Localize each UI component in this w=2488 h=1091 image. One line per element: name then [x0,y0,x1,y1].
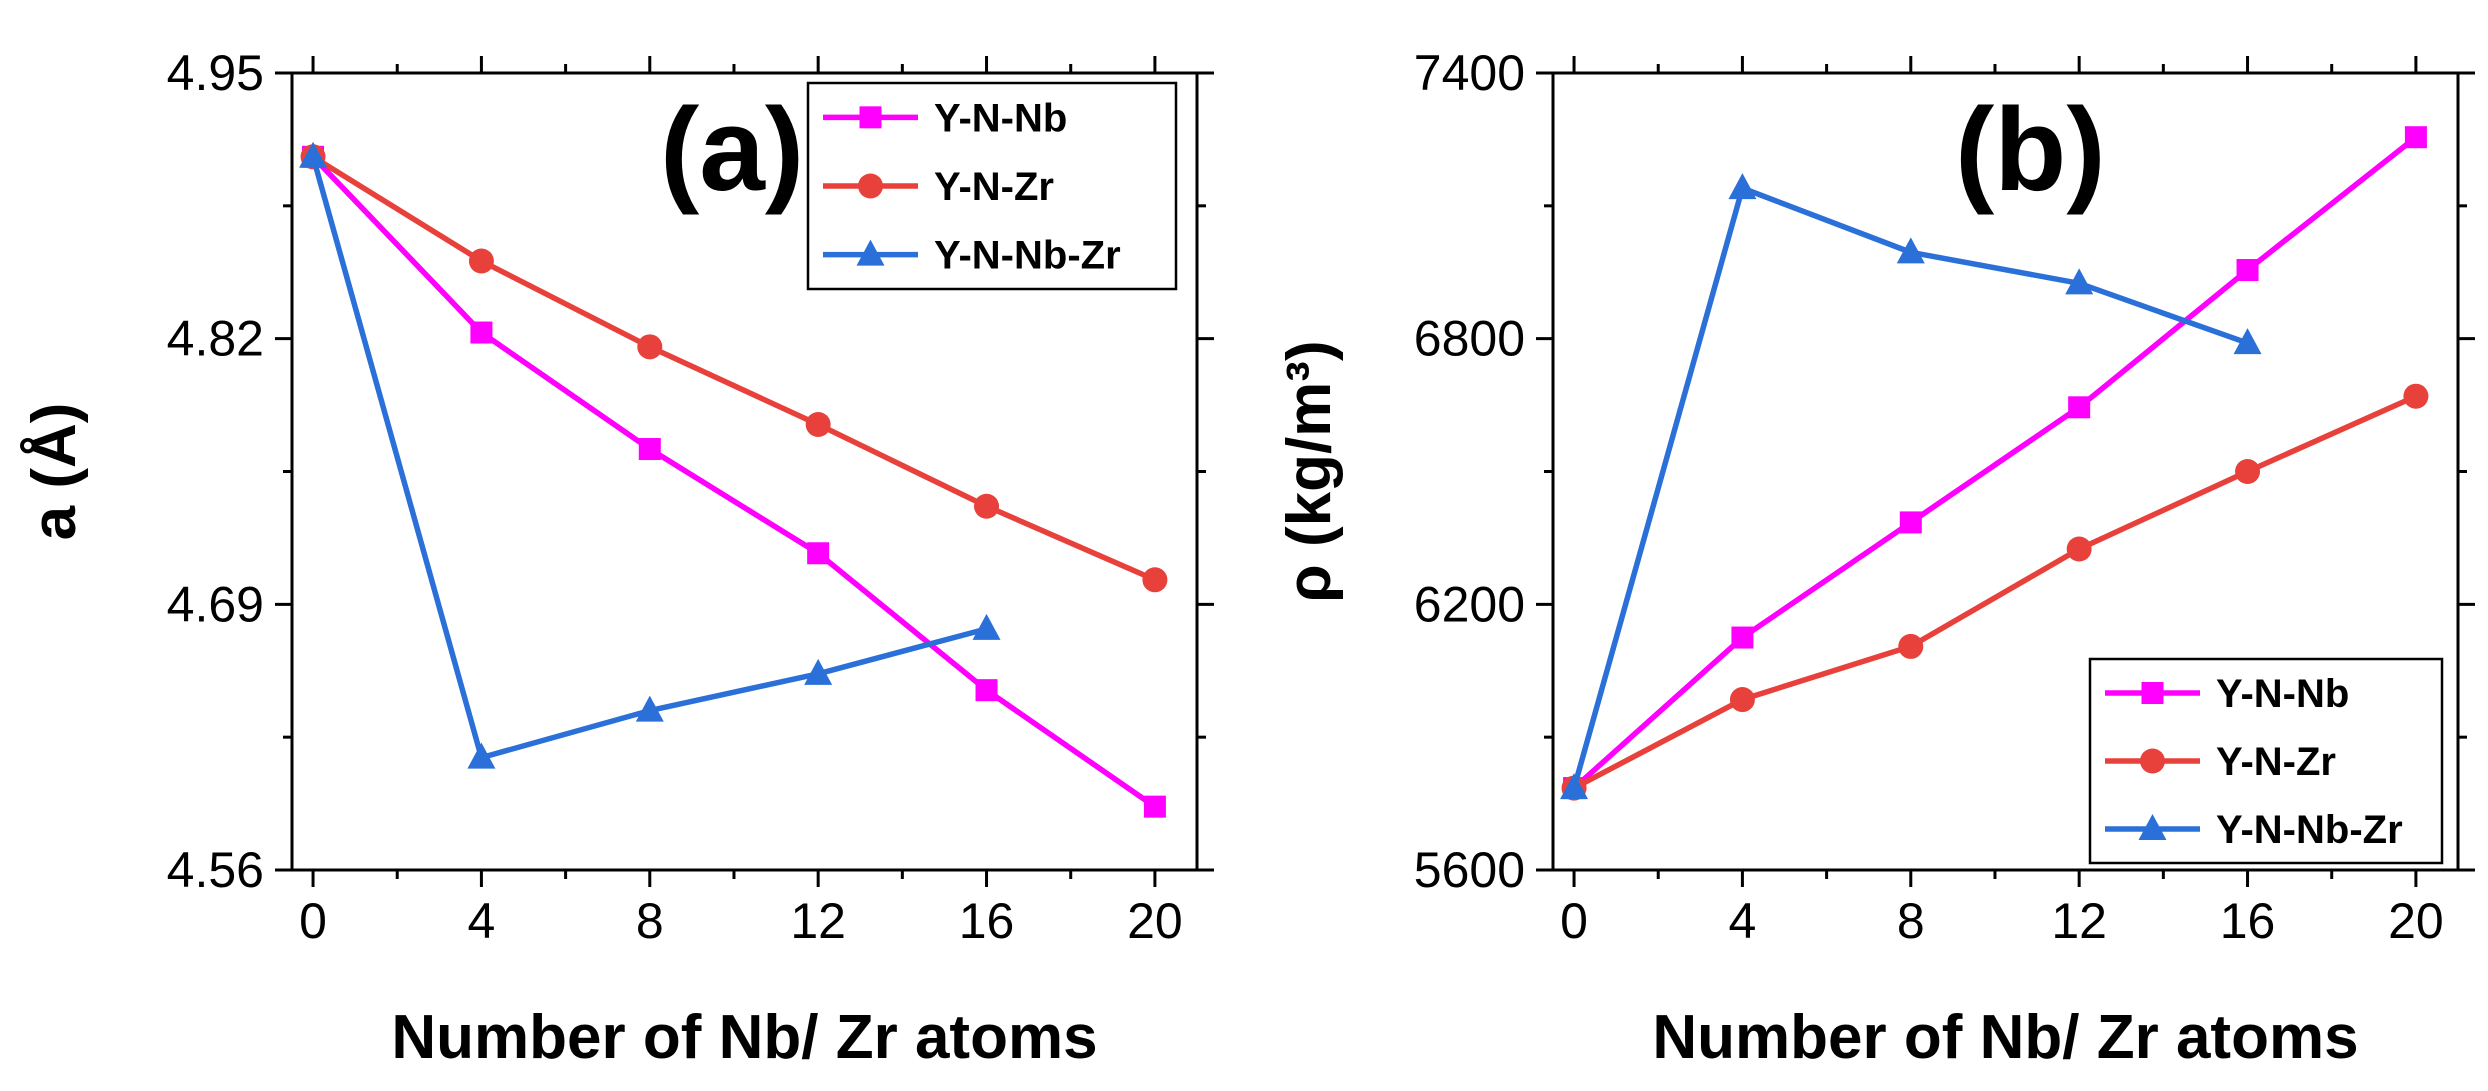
p0-x-tick-label: 4 [468,893,496,949]
p0-legend-label-1: Y-N-Zr [934,165,1054,209]
chart-panel-a: 0 4 8 12 16 20 4.56 4.69 4.82 4.95 Number of Nb/ Z… [20,45,1214,1072]
p0-s2-point-3 [804,658,833,685]
p1-x-tick-label: 20 [2388,893,2444,949]
p1-s2-point-4 [2233,328,2262,355]
p0-s2-point-0 [299,141,328,168]
p1-y-tick-label: 7400 [1414,45,1525,101]
p1-s1-point-2 [1898,633,1924,659]
p0-s0-point-legend [859,106,882,129]
p1-s0-point-2 [1899,511,1922,534]
p1-y-tick-label: 6200 [1414,576,1525,632]
p0-panel-label: (a) [660,84,804,216]
p1-s0-point-5 [2404,126,2427,149]
p1-x-tick-label: 0 [1560,893,1588,949]
p0-series-line-Y-N-Zr [311,154,1157,583]
p1-s1-point-legend [2140,748,2165,774]
p1-s0-point-4 [2236,259,2259,282]
p0-s0-point-5 [1143,795,1166,818]
p0-y-tick-label: 4.56 [167,842,264,898]
p0-series-line-Y-N-Nb [311,154,1157,809]
p0-y-tick-label: 4.69 [167,576,264,632]
p0-x-tick-label: 0 [299,893,327,949]
p0-y-tick-label: 4.82 [167,311,264,367]
p0-s0-point-2 [638,438,661,461]
p0-s2-point-1 [467,742,496,769]
p1-legend-label-2: Y-N-Nb-Zr [2216,808,2403,852]
p0-legend-label-0: Y-N-Nb [934,96,1067,140]
p0-s1-point-5 [1142,567,1168,593]
p0-s1-point-4 [974,493,1000,519]
p1-x-tick-label: 8 [1897,893,1925,949]
p0-s0-point-1 [470,321,493,344]
p1-x-tick-label: 12 [2051,893,2107,949]
chart-panel-b: 0 4 8 12 16 20 5600 6200 6800 7400 Number of Nb/ Z… [1275,45,2475,1072]
p1-y-tick-label: 5600 [1414,842,1525,898]
p0-y-axis-title: a (Å) [20,403,89,541]
p1-s0-point-legend [2141,682,2164,704]
p0-s1-point-legend [858,173,883,199]
p1-y-axis-title: ρ (kg/m³) [1275,340,1344,602]
p0-y-tick-label: 4.95 [167,45,264,101]
p1-s1-point-3 [2066,536,2092,562]
p0-x-tick-label: 20 [1127,893,1183,949]
p1-s0-point-3 [2068,396,2091,419]
p1-s2-point-legend [2138,814,2167,840]
p0-x-tick-label: 12 [790,893,846,949]
p0-s1-point-2 [637,334,663,360]
p1-s2-point-0 [1560,773,1589,800]
p1-s2-point-1 [1728,173,1757,200]
p0-s0-point-3 [807,542,830,565]
p1-s1-point-4 [2235,459,2261,484]
p1-s2-point-2 [1896,237,1925,264]
p1-panel-label: (b) [1955,84,2106,216]
p0-s1-point-1 [468,248,494,274]
p1-series-line-Y-N-Nb [1572,135,2418,791]
p1-legend-label-0: Y-N-Nb [2216,672,2349,716]
p1-x-axis-title: Number of Nb/ Zr atoms [1652,1003,2358,1072]
p0-legend-label-2: Y-N-Nb-Zr [934,234,1121,278]
p0-s1-point-3 [805,411,831,437]
p0-s2-point-legend [856,239,885,266]
p1-s1-point-5 [2403,383,2429,409]
p1-s2-point-3 [2065,268,2094,295]
p0-x-axis-title: Number of Nb/ Zr atoms [391,1003,1097,1072]
p1-legend-label-1: Y-N-Zr [2216,740,2336,784]
p0-x-tick-label: 16 [959,893,1015,949]
p1-x-tick-label: 4 [1729,893,1757,949]
p1-y-tick-label: 6800 [1414,311,1525,367]
p1-series-line-Y-N-Zr [1572,393,2418,791]
p0-x-tick-label: 8 [636,893,664,949]
p0-s2-point-4 [972,613,1001,640]
p0-s2-point-2 [635,695,664,722]
p1-x-tick-label: 16 [2220,893,2276,949]
p1-s0-point-1 [1731,626,1754,649]
p0-s0-point-4 [975,679,998,702]
p1-s1-point-1 [1729,687,1755,713]
